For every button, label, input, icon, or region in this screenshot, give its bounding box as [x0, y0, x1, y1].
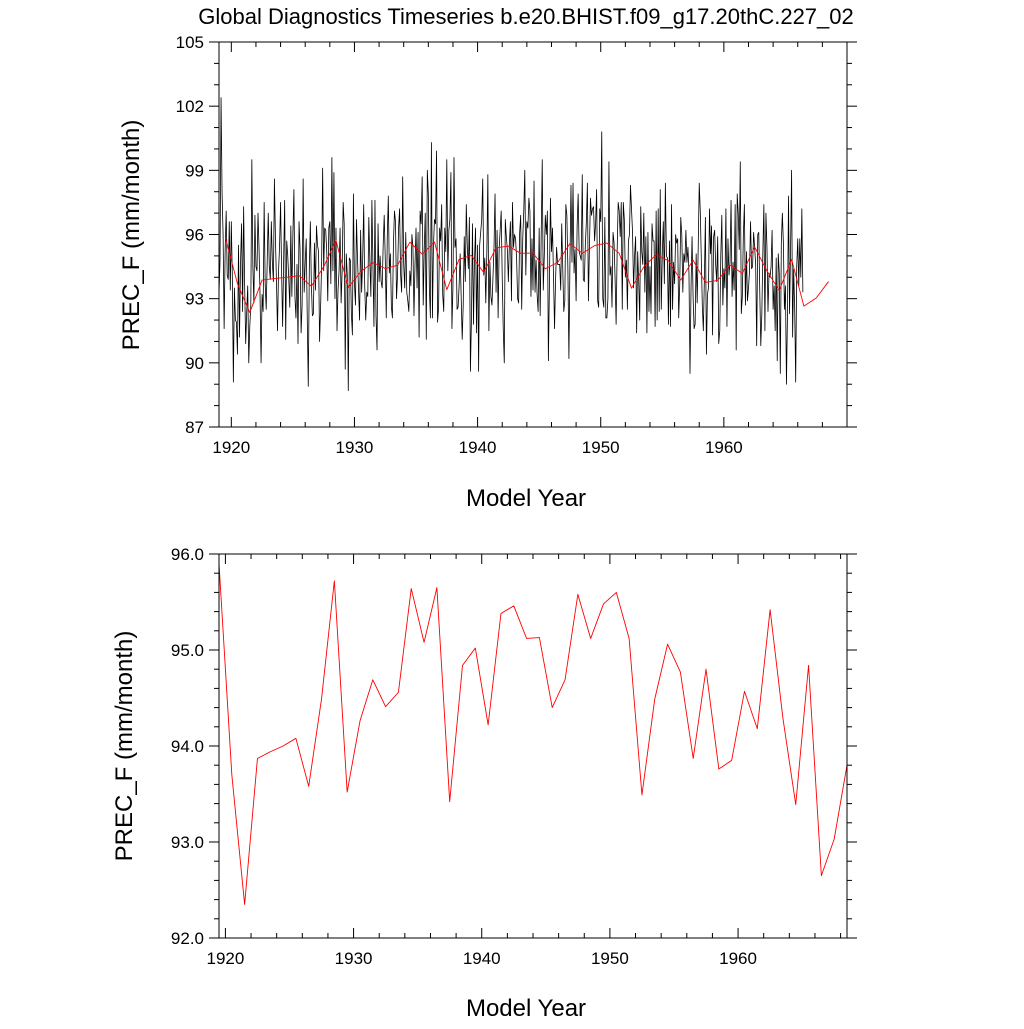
- y-tick-label: 92.0: [171, 929, 204, 948]
- series-line-annual: [224, 236, 829, 314]
- y-axis-label: PREC_F (mm/month): [111, 631, 138, 862]
- x-tick-label: 1940: [459, 438, 497, 457]
- y-tick-label: 93.0: [171, 833, 204, 852]
- y-tick-label: 99: [185, 161, 204, 180]
- y-tick-label: 93: [185, 290, 204, 309]
- y-tick-label: 87: [185, 418, 204, 437]
- x-tick-label: 1940: [463, 949, 501, 968]
- x-axis-label: Model Year: [466, 485, 586, 512]
- x-axis-label: Model Year: [466, 995, 586, 1022]
- x-tick-label: 1930: [336, 438, 374, 457]
- x-tick-label: 1960: [705, 438, 743, 457]
- chart-title: Global Diagnostics Timeseries b.e20.BHIS…: [198, 4, 854, 29]
- series-line-monthly: [218, 97, 804, 392]
- x-tick-label: 1950: [582, 438, 620, 457]
- plot-frame: [218, 553, 848, 939]
- y-tick-label: 102: [176, 97, 204, 116]
- x-tick-label: 1920: [212, 438, 250, 457]
- y-tick-label: 96: [185, 226, 204, 245]
- y-tick-label: 94.0: [171, 737, 204, 756]
- bottom-panel: 1920 1930 1940 1950 1960 92.0 93.0 94.0 95.0 96.0…: [111, 545, 857, 1022]
- top-panel: 1920 1930 1940 1950 1960 87 90 93 96 99 102 105 Mod…: [118, 33, 857, 512]
- y-tick-label: 105: [176, 33, 204, 52]
- x-tick-label: 1930: [335, 949, 373, 968]
- y-tick-label: 95.0: [171, 641, 204, 660]
- y-axis-label: PREC_F (mm/month): [118, 120, 145, 351]
- x-tick-label: 1960: [719, 949, 757, 968]
- x-tick-label: 1950: [591, 949, 629, 968]
- y-tick-label: 96.0: [171, 545, 204, 564]
- plot-frame: [218, 41, 848, 428]
- y-tick-label: 90: [185, 354, 204, 373]
- series-line-annual: [218, 563, 848, 905]
- x-tick-label: 1920: [206, 949, 244, 968]
